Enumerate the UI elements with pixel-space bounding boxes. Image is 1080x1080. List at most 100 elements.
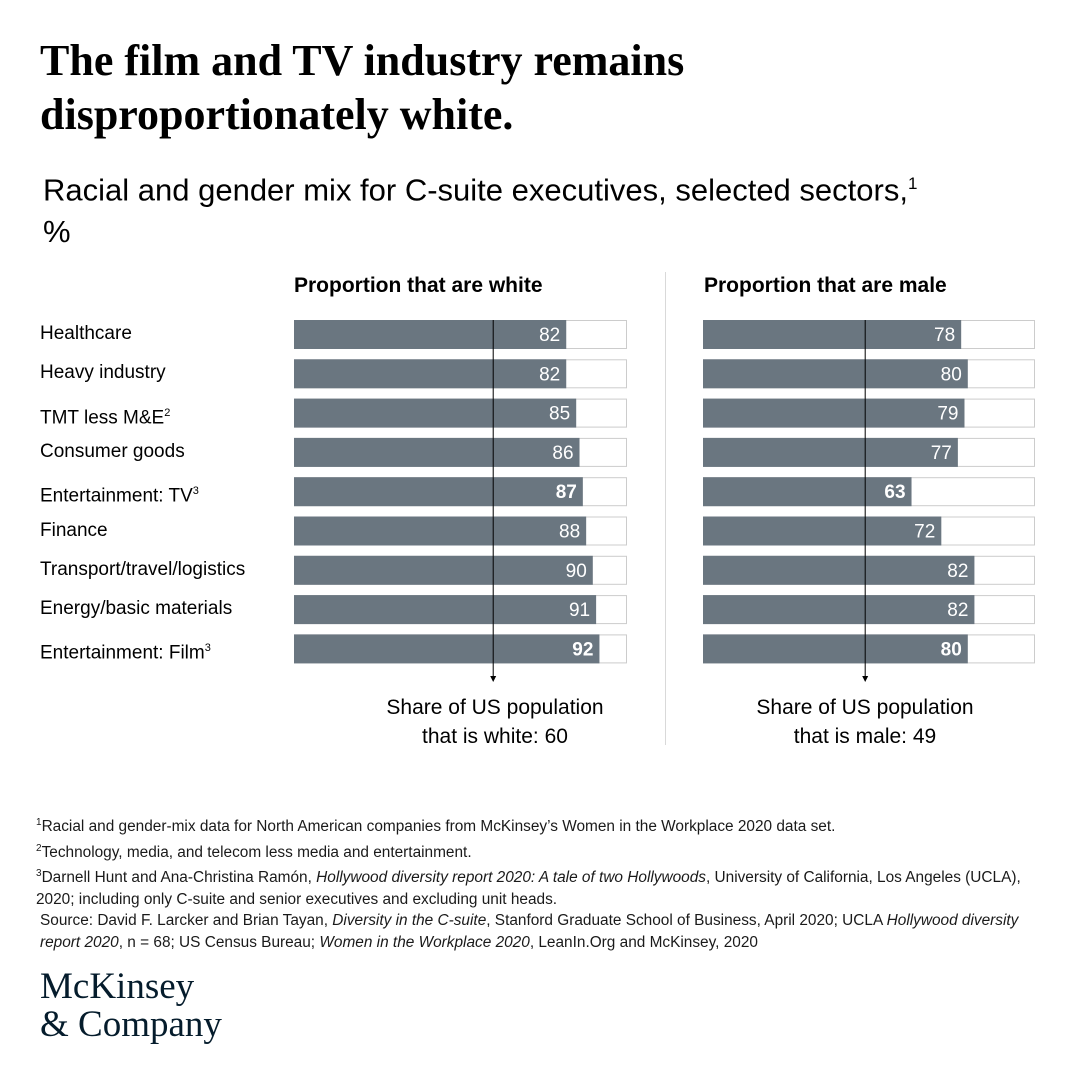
bar-white: [294, 437, 580, 467]
source-italic-2: Hollywood diversity report 2020: [40, 912, 1019, 951]
footnote-1-text: Racial and gender-mix data for North Ame…: [41, 818, 836, 836]
reference-caption-male-text: that is male:: [793, 725, 913, 748]
category-label: Consumer goods: [40, 440, 185, 464]
bar-white: [294, 595, 597, 625]
bar-white: [294, 320, 567, 349]
footnote-2: 2Technology, media, and telecom less med…: [36, 838, 1046, 864]
source-part-1: Source: David F. Larcker and Brian Tayan…: [40, 912, 333, 930]
bar-value-label-male: 82: [947, 600, 968, 621]
category-label-text: Transport/travel/logistics: [40, 558, 246, 580]
logo-line-2: & Company: [40, 1004, 222, 1045]
source-italic-1: Diversity in the C-suite: [332, 912, 487, 930]
source-note: Source: David F. Larcker and Brian Tayan…: [36, 910, 1046, 953]
bar-male: [703, 555, 975, 585]
category-label-text: Consumer goods: [40, 440, 185, 462]
bar-value-label-male: 77: [931, 443, 952, 464]
reference-caption-male-line2: that is male: 49: [715, 722, 1015, 751]
bar-male: [703, 516, 942, 546]
panel-title-male: Proportion that are male: [704, 274, 947, 297]
reference-caption-white: Share of US population that is white: 60: [345, 693, 645, 751]
category-label-footnote-mark: 2: [164, 406, 171, 419]
bar-value-label-white: 91: [569, 600, 590, 621]
category-label-text: Heavy industry: [40, 362, 166, 384]
category-label-footnote-mark: 3: [192, 485, 199, 498]
category-label-text: Entertainment: TV: [40, 485, 193, 507]
reference-caption-white-line1: Share of US population: [386, 696, 604, 719]
footnote-3: 3Darnell Hunt and Ana-Christina Ramón, H…: [36, 863, 1046, 910]
category-label: TMT less M&E2: [40, 401, 170, 430]
reference-arrow-white: [490, 676, 497, 682]
bar-male: [703, 477, 912, 507]
reference-value-white: 60: [544, 725, 568, 748]
category-label: Entertainment: TV3: [40, 479, 199, 508]
bar-value-label-white: 92: [572, 639, 593, 660]
logo-line-1: McKinsey: [40, 966, 195, 1007]
bar-value-label-male: 80: [941, 639, 962, 660]
bar-white: [294, 634, 600, 664]
category-label-text: TMT less M&E: [40, 406, 165, 428]
footnote-3-mark: 3: [36, 868, 42, 880]
category-label-text: Energy/basic materials: [40, 598, 233, 620]
bar-value-label-male: 79: [937, 404, 958, 425]
footnote-2-mark: 2: [36, 842, 42, 854]
bar-white: [294, 477, 583, 507]
bar-male: [703, 437, 958, 467]
bar-male: [703, 398, 965, 428]
bar-white: [294, 398, 577, 428]
bar-value-label-male: 82: [947, 561, 968, 582]
footnote-3-pre: Darnell Hunt and Ana-Christina Ramón,: [41, 869, 317, 887]
source-part-4: , LeanIn.Org and McKinsey, 2020: [529, 933, 758, 951]
bar-value-label-white: 82: [539, 325, 560, 346]
reference-arrow-male: [862, 676, 869, 682]
source-italic-3: Women in the Workplace 2020: [319, 933, 530, 951]
category-label-footnote-mark: 3: [204, 642, 211, 655]
bar-value-label-white: 87: [556, 482, 577, 503]
bar-value-label-male: 72: [914, 522, 935, 543]
subtitle-footnote-mark: 1: [907, 174, 918, 193]
bar-value-label-male: 63: [884, 482, 905, 503]
bar-value-label-white: 86: [552, 443, 573, 464]
reference-value-male: 49: [912, 725, 937, 748]
source-part-2: , Stanford Graduate School of Business, …: [486, 912, 887, 930]
bar-white: [294, 555, 593, 585]
category-label: Finance: [40, 519, 108, 543]
bar-male: [703, 634, 968, 664]
chart-subtitle: Racial and gender mix for C-suite execut…: [43, 163, 943, 253]
category-label: Healthcare: [40, 322, 132, 346]
headline: The film and TV industry remains disprop…: [40, 36, 685, 139]
footnote-3-italic: Hollywood diversity report 2020: A tale …: [316, 869, 706, 887]
category-label-text: Finance: [40, 519, 108, 541]
panel-divider: [665, 272, 666, 745]
reference-caption-male: Share of US population that is male: 49: [715, 693, 1015, 751]
footnote-3-post: , University of California, Los Angeles …: [36, 869, 1021, 908]
category-label-text: Entertainment: Film: [40, 642, 205, 664]
category-label: Heavy industry: [40, 361, 166, 385]
category-label: Transport/travel/logistics: [40, 558, 245, 582]
subtitle-unit: %: [43, 214, 71, 250]
bar-value-label-male: 80: [941, 364, 962, 385]
bar-value-label-white: 88: [559, 522, 580, 543]
source-part-3: , n = 68; US Census Bureau;: [118, 933, 320, 951]
mckinsey-logo: McKinsey & Company: [40, 968, 222, 1044]
bar-male: [703, 595, 975, 625]
bar-male: [703, 320, 962, 349]
bar-value-label-male: 78: [934, 325, 955, 346]
reference-caption-white-line2: that is white: 60: [345, 722, 645, 751]
footnotes: 1Racial and gender-mix data for North Am…: [36, 812, 1046, 953]
bar-value-label-white: 85: [549, 404, 570, 425]
panel-title-white: Proportion that are white: [294, 274, 543, 297]
reference-caption-white-text: that is white:: [422, 725, 545, 748]
category-label: Energy/basic materials: [40, 597, 232, 621]
category-label: Entertainment: Film3: [40, 636, 211, 665]
bar-white: [294, 359, 567, 389]
footnote-1: 1Racial and gender-mix data for North Am…: [36, 812, 1046, 838]
footnote-2-text: Technology, media, and telecom less medi…: [41, 843, 472, 861]
subtitle-text: Racial and gender mix for C-suite execut…: [43, 172, 908, 208]
bar-value-label-white: 82: [539, 364, 560, 385]
bar-white: [294, 516, 587, 546]
bar-male: [703, 359, 968, 389]
bar-value-label-white: 90: [566, 561, 587, 582]
reference-caption-male-line1: Share of US population: [756, 696, 974, 719]
category-label-text: Healthcare: [40, 323, 132, 344]
